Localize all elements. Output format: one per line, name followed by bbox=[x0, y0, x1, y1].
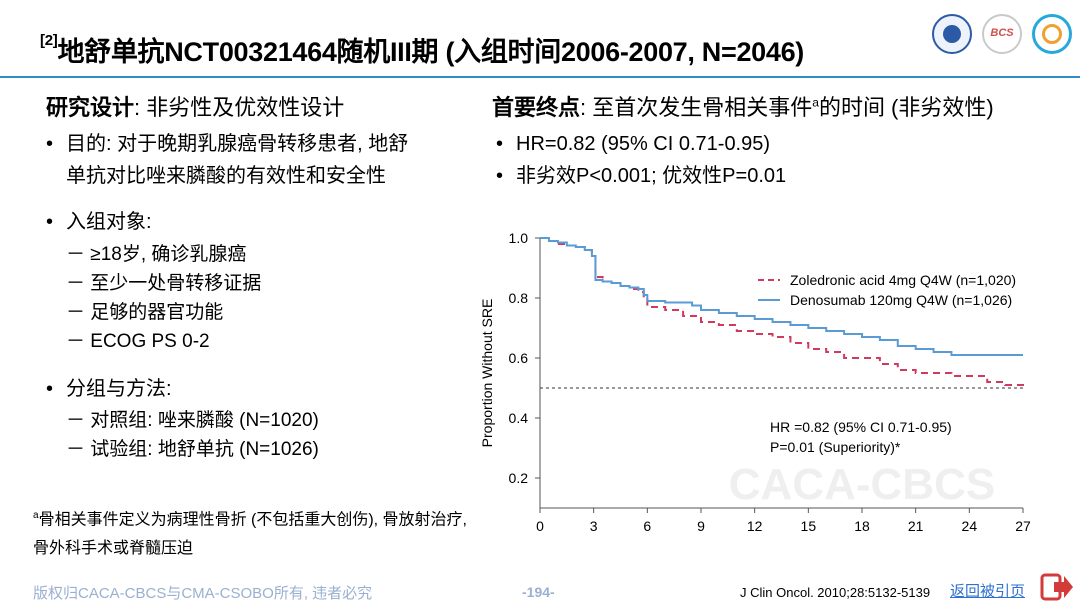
purpose-bullet: • 目的: 对于晚期乳腺癌骨转移患者, 地舒 单抗对比唑来膦酸的有效性和安全性 bbox=[46, 128, 408, 192]
grouping-label: 分组与方法: bbox=[66, 378, 172, 400]
x-tick-label: 18 bbox=[854, 518, 870, 534]
back-link[interactable]: 返回被引页 bbox=[950, 583, 1026, 600]
grouping-list: － 对照组: 唑来膦酸 (N=1020) － 试验组: 地舒单抗 (N=1026… bbox=[66, 406, 319, 464]
csobo-logo-icon bbox=[1032, 14, 1072, 54]
bullet-icon: • bbox=[46, 211, 54, 233]
design-heading-rest: : 非劣性及优效性设计 bbox=[134, 95, 345, 120]
y-tick-label: 1.0 bbox=[509, 230, 529, 246]
list-item: － 试验组: 地舒单抗 (N=1026) bbox=[66, 439, 319, 460]
bullet-icon: • bbox=[46, 133, 54, 155]
population-list: － ≥18岁, 确诊乳腺癌 － 至少一处骨转移证据 － 足够的器官功能 － EC… bbox=[66, 240, 261, 356]
copyright-text: 版权归CACA-CBCS与CMA-CSOBO所有, 违者必究 bbox=[33, 585, 373, 602]
x-tick-label: 3 bbox=[590, 518, 598, 534]
bullet-icon: • bbox=[46, 378, 54, 400]
x-tick-label: 6 bbox=[643, 518, 651, 534]
x-tick-label: 21 bbox=[908, 518, 924, 534]
km-chart: CACA-CBCS 0.2 0.4 0.6 0.8 1.0 0 3 6 9 12 15 18 21 24 27… bbox=[479, 230, 1031, 534]
hr-annotation-line-1: P=0.01 (Superiority)* bbox=[770, 439, 901, 455]
x-tick-label: 15 bbox=[801, 518, 817, 534]
bcs-logo-icon: BCS bbox=[982, 14, 1022, 54]
x-tick-label: 24 bbox=[962, 518, 978, 534]
p-bullet: • 非劣效P<0.001; 优效性P=0.01 bbox=[496, 160, 786, 192]
footnote-text: 骨相关事件定义为病理性骨折 (不包括重大创伤), 骨放射治疗, 骨外科手术或脊髓… bbox=[33, 511, 468, 558]
x-tick-label: 0 bbox=[536, 518, 544, 534]
grouping-bullet: • 分组与方法: bbox=[46, 373, 172, 405]
series-line-0 bbox=[540, 237, 1024, 388]
design-heading-bold: 研究设计 bbox=[46, 95, 135, 120]
bcs-logo-text: BCS bbox=[990, 27, 1014, 39]
population-label: 入组对象: bbox=[66, 211, 152, 233]
endpoint-heading-bold: 首要终点 bbox=[492, 95, 581, 120]
y-tick-label: 0.6 bbox=[509, 350, 529, 366]
x-tick-label: 9 bbox=[697, 518, 705, 534]
purpose-line2: 单抗对比唑来膦酸的有效性和安全性 bbox=[66, 165, 386, 187]
hr-annotation-line-0: HR =0.82 (95% CI 0.71-0.95) bbox=[770, 419, 952, 435]
reference-text: J Clin Oncol. 2010;28:5132-5139 bbox=[740, 585, 931, 600]
population-bullet: • 入组对象: bbox=[46, 206, 152, 238]
design-heading: 研究设计: 非劣性及优效性设计 bbox=[46, 90, 344, 122]
hr-bullet: • HR=0.82 (95% CI 0.71-0.95) bbox=[496, 128, 770, 160]
reference-mark: [2] bbox=[40, 32, 58, 49]
legend-label-0: Zoledronic acid 4mg Q4W (n=1,020) bbox=[790, 272, 1016, 288]
watermark-text: CACA-CBCS bbox=[729, 460, 995, 509]
y-tick-label: 0.8 bbox=[509, 290, 529, 306]
list-item: － ≥18岁, 确诊乳腺癌 bbox=[66, 244, 247, 265]
endpoint-heading-sup: a bbox=[812, 95, 819, 110]
series-line-1 bbox=[540, 237, 1023, 356]
list-item: － 至少一处骨转移证据 bbox=[66, 273, 262, 294]
endpoint-heading: 首要终点: 至首次发生骨相关事件a的时间 (非劣效性) bbox=[492, 90, 994, 122]
purpose-line1: 目的: 对于晚期乳腺癌骨转移患者, 地舒 bbox=[66, 133, 409, 155]
y-axis-label: Proportion Without SRE bbox=[479, 299, 495, 448]
list-item: － ECOG PS 0-2 bbox=[66, 331, 210, 352]
bullet-icon: • bbox=[496, 165, 504, 187]
list-item: － 对照组: 唑来膦酸 (N=1020) bbox=[66, 410, 319, 431]
y-tick-label: 0.4 bbox=[509, 410, 529, 426]
endpoint-heading-tail: 的时间 (非劣效性) bbox=[818, 95, 994, 120]
endpoint-heading-rest: : 至首次发生骨相关事件 bbox=[580, 95, 813, 120]
header-divider bbox=[0, 76, 1080, 78]
exit-arrow-icon[interactable] bbox=[1040, 572, 1074, 602]
legend-label-1: Denosumab 120mg Q4W (n=1,026) bbox=[790, 292, 1012, 308]
p-text: 非劣效P<0.001; 优效性P=0.01 bbox=[516, 165, 787, 187]
x-tick-label: 27 bbox=[1015, 518, 1031, 534]
footnote-mark: a bbox=[33, 510, 39, 521]
page-title: [2]地舒单抗NCT00321464随机III期 (入组时间2006-2007,… bbox=[40, 30, 804, 69]
y-tick-label: 0.2 bbox=[509, 470, 529, 486]
hr-text: HR=0.82 (95% CI 0.71-0.95) bbox=[516, 133, 771, 155]
bullet-icon: • bbox=[496, 133, 504, 155]
page-number: -194- bbox=[522, 584, 555, 600]
x-tick-label: 12 bbox=[747, 518, 763, 534]
title-text: 地舒单抗NCT00321464随机III期 (入组时间2006-2007, N=… bbox=[57, 37, 804, 67]
list-item: － 足够的器官功能 bbox=[66, 302, 224, 323]
sre-footnote: a骨相关事件定义为病理性骨折 (不包括重大创伤), 骨放射治疗, 骨外科手术或脊… bbox=[33, 501, 473, 563]
university-seal-icon bbox=[932, 14, 972, 54]
